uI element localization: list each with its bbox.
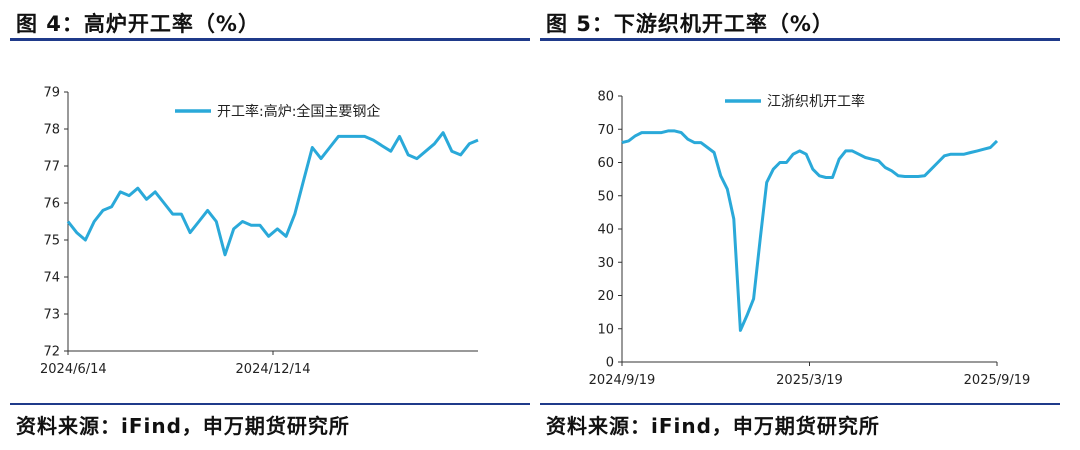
- x-tick-label: 2024/6/14: [40, 362, 107, 377]
- y-tick-label: 73: [43, 308, 60, 323]
- y-tick-label: 70: [597, 123, 614, 138]
- y-tick-label: 77: [43, 160, 60, 175]
- legend-label: 江浙织机开工率: [767, 93, 865, 110]
- y-tick-label: 50: [597, 189, 614, 204]
- y-tick-label: 30: [597, 256, 614, 271]
- y-tick-label: 72: [43, 345, 60, 360]
- blast-furnace-chart: 72 73 74 75 76 77 78 79 2024/6/14 2024/12/14 开工率:高…: [40, 86, 479, 377]
- title-rule: [540, 38, 1060, 41]
- legend-label: 开工率:高炉:全国主要钢企: [217, 103, 380, 120]
- y-tick-label: 78: [43, 123, 60, 138]
- legend: 开工率:高炉:全国主要钢企: [175, 103, 380, 120]
- y-tick-label: 40: [597, 223, 614, 238]
- x-tick-label: 2025/3/19: [776, 373, 843, 388]
- y-tick-label: 79: [43, 86, 60, 101]
- left-chart-panel: 图 4：高炉开工率（%） 72 73 74 75 76 77 78 79 2024/6/14 20…: [10, 0, 540, 450]
- x-tick-label: 2025/9/19: [964, 373, 1031, 388]
- series-line: [621, 129, 999, 332]
- source-rule: [540, 403, 1060, 405]
- x-tick-label: 2024/12/14: [236, 362, 311, 377]
- source-note: 资料来源：iFind，申万期货研究所: [546, 414, 880, 438]
- series-line: [66, 131, 479, 257]
- right-chart-panel: 图 5：下游织机开工率（%） 0 10 20 30 40 50 60 70 80 2024/9/1…: [540, 0, 1070, 450]
- x-tick-label: 2024/9/19: [589, 373, 656, 388]
- source-rule: [10, 403, 530, 405]
- y-tick-label: 80: [597, 90, 614, 105]
- y-tick-label: 0: [606, 356, 614, 371]
- y-tick-label: 20: [597, 289, 614, 304]
- loom-operating-rate-chart: 0 10 20 30 40 50 60 70 80 2024/9/19 2025/3/19 2025/…: [589, 90, 1031, 389]
- y-tick-label: 75: [43, 234, 60, 249]
- y-tick-label: 74: [43, 271, 60, 286]
- legend: 江浙织机开工率: [725, 93, 865, 110]
- y-tick-label: 60: [597, 156, 614, 171]
- y-tick-label: 76: [43, 197, 60, 212]
- source-note: 资料来源：iFind，申万期货研究所: [16, 414, 350, 438]
- title-rule: [10, 38, 530, 41]
- figure-title: 图 4：高炉开工率（%）: [16, 12, 260, 36]
- y-tick-label: 10: [597, 322, 614, 337]
- figure-title: 图 5：下游织机开工率（%）: [546, 12, 834, 36]
